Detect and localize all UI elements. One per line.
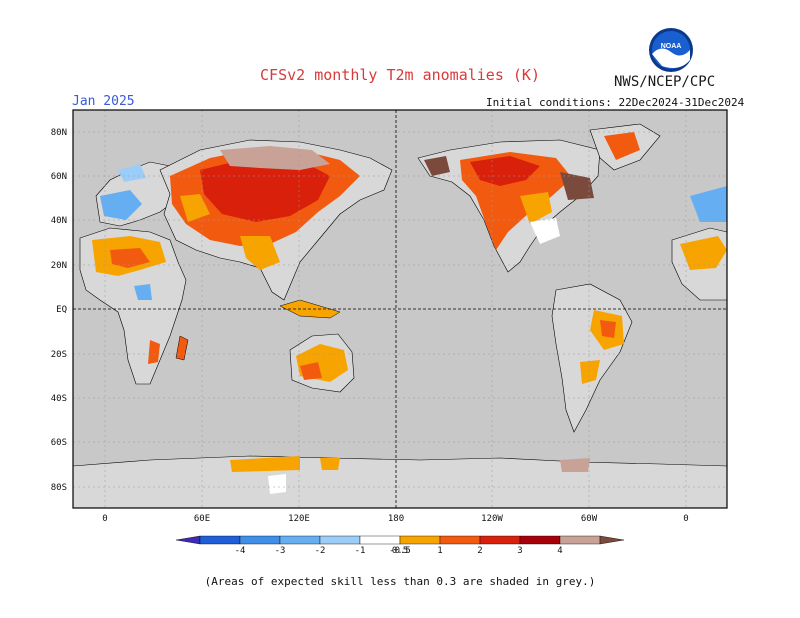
lon-axis: 0 60E 120E 180 120W 60W 0 [102, 514, 688, 524]
reference-lines [73, 110, 727, 508]
colorbar-label: 3 [517, 546, 522, 556]
colorbar-label: 2 [477, 546, 482, 556]
colorbar-bin [399, 535, 441, 545]
footnote: (Areas of expected skill less than 0.3 a… [204, 575, 596, 588]
lat-tick-80n: 80N [51, 128, 67, 138]
colorbar-label: 4 [557, 546, 562, 556]
map-title: CFSv2 monthly T2m anomalies (K) [260, 66, 540, 84]
colorbar-bin [319, 535, 361, 545]
initial-conditions: Initial conditions: 22Dec2024-31Dec2024 [486, 96, 745, 109]
lat-tick-eq: EQ [56, 305, 67, 315]
colorbar-label: -3 [275, 546, 286, 556]
colorbar-bin [175, 535, 201, 545]
lon-tick-120w: 120W [481, 514, 503, 524]
lat-tick-40n: 40N [51, 216, 67, 226]
colorbar-label: -2 [315, 546, 326, 556]
graticule [73, 110, 727, 508]
colorbar-bin [439, 535, 481, 545]
lat-tick-20n: 20N [51, 261, 67, 271]
noaa-logo: NOAA [649, 28, 693, 72]
target-month: Jan 2025 [72, 94, 135, 109]
colorbar-bin [559, 535, 601, 545]
colorbar-bin [479, 535, 521, 545]
colorbar-label: -1 [355, 546, 366, 556]
colorbar-bin [519, 535, 561, 545]
colorbar-bin [359, 535, 401, 545]
lon-tick-180: 180 [388, 514, 404, 524]
lon-tick-60e: 60E [194, 514, 210, 524]
lon-tick-60w: 60W [581, 514, 598, 524]
colorbar-bin [279, 535, 321, 545]
colorbar-bin [199, 535, 241, 545]
colorbar-label: 1 [437, 546, 442, 556]
colorbar-label: 0.5 [392, 546, 408, 556]
lon-tick-0: 0 [102, 514, 107, 524]
colorbar-label: -0.5 [389, 546, 411, 556]
lat-tick-20s: 20S [51, 350, 67, 360]
noaa-logo-text: NOAA [661, 43, 682, 50]
colorbar-bin [239, 535, 281, 545]
lon-tick-120e: 120E [288, 514, 310, 524]
lat-tick-60s: 60S [51, 438, 67, 448]
lat-axis: 80N 60N 40N 20N EQ 20S 40S 60S 80S [51, 128, 67, 493]
agency-label: NWS/NCEP/CPC [614, 74, 716, 90]
lat-tick-80s: 80S [51, 483, 67, 493]
lon-tick-0-east: 0 [683, 514, 688, 524]
colorbar-label: -4 [235, 546, 246, 556]
colorbar-bin [599, 535, 625, 545]
lat-tick-60n: 60N [51, 172, 67, 182]
map-frame [72, 109, 728, 509]
lat-tick-40s: 40S [51, 394, 67, 404]
colorbar: -4 -3 -2 -1 -0.50.5 1 2 3 4 [175, 535, 625, 556]
